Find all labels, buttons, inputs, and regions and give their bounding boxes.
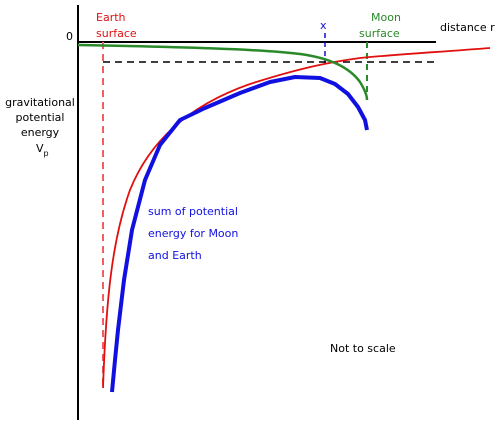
y-axis-label: energy [21, 126, 60, 139]
x-axis-label: distance r [440, 21, 495, 34]
y-axis-label: gravitational [5, 96, 75, 109]
earth-label: Earth [96, 11, 126, 24]
subscript: p [44, 149, 49, 158]
note: Not to scale [330, 342, 396, 355]
moon-potential-curve [77, 43, 369, 101]
symbol: V [36, 142, 44, 155]
y-axis-symbol: Vp [36, 142, 49, 158]
y-axis-label: potential [16, 111, 65, 124]
moon-label: Moon [371, 11, 401, 24]
neutral-point-label: x [320, 19, 327, 32]
moon-label: surface [359, 27, 400, 40]
sum-potential-curve [110, 75, 369, 393]
annotation: energy for Moon [148, 227, 238, 240]
earth-potential-curve [102, 47, 491, 389]
annotation: and Earth [148, 249, 202, 262]
earth-label: surface [96, 27, 137, 40]
annotation: sum of potential [148, 205, 238, 218]
origin-label: 0 [66, 30, 73, 43]
